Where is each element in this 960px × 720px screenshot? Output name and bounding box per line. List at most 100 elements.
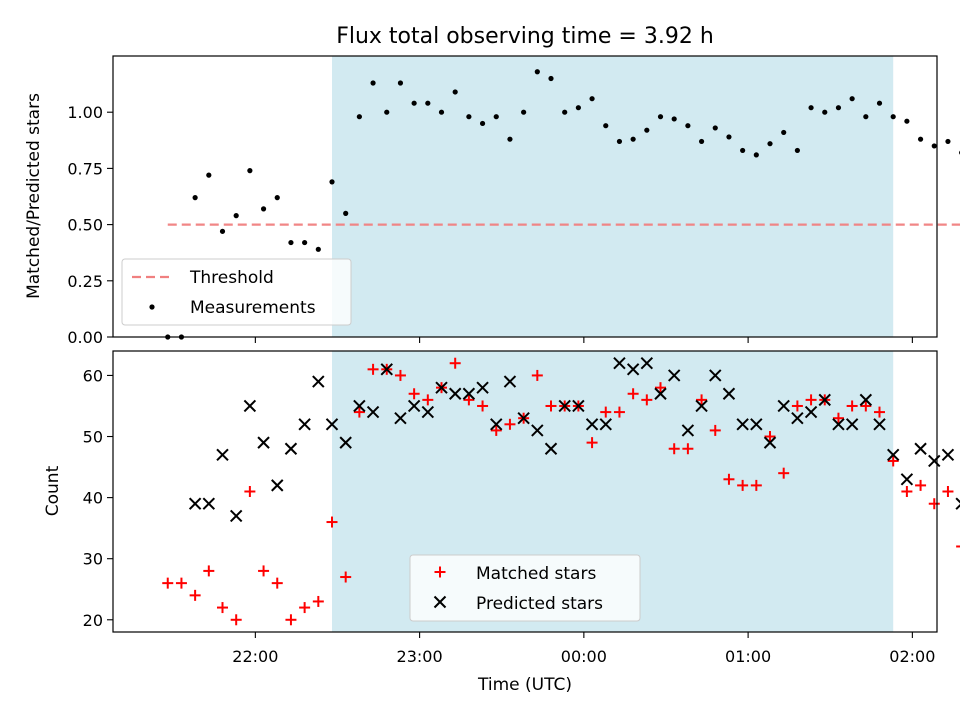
measurement-point [247, 168, 253, 174]
predicted-star-point [845, 418, 859, 431]
predicted-star-point [421, 405, 435, 419]
measurement-point [233, 213, 239, 219]
matched-star-point [805, 394, 817, 406]
measurement-point [575, 105, 581, 111]
bottom-x-ticks: 22:00 23:00 00:00 01:00 02:00 [232, 632, 935, 666]
measurement-point [466, 114, 472, 120]
legend-matched-label: Matched stars [476, 564, 596, 584]
matched-star-point [668, 443, 680, 455]
predicted-star-point [462, 387, 476, 400]
measurement-point [384, 109, 390, 115]
matched-star-point [750, 479, 762, 491]
matched-star-point [408, 388, 420, 400]
y-tick-label: 30 [83, 550, 103, 569]
matched-star-point [737, 479, 749, 491]
predicted-star-point [284, 442, 298, 455]
measurement-point [438, 109, 445, 115]
top-panel: Flux total observing time = 3.92 h 0.000… [24, 24, 960, 347]
predicted-star-point [298, 418, 311, 431]
x-tick-label: 00:00 [561, 647, 607, 666]
predicted-star-point [859, 393, 873, 407]
matched-star-point [490, 424, 502, 436]
top-y-ticks: 0.00 0.25 0.50 0.75 1.00 [67, 103, 113, 347]
predicted-star-point [229, 509, 243, 523]
matched-star-point [682, 443, 694, 455]
predicted-star-point [722, 387, 736, 400]
matched-star-point [203, 565, 215, 577]
measurement-point [657, 114, 664, 120]
matched-star-point [217, 602, 229, 614]
predicted-star-point [804, 405, 818, 419]
measurement-point [698, 138, 705, 145]
matched-stars-points [162, 357, 960, 626]
matched-star-point [312, 595, 324, 607]
matched-star-point [189, 589, 201, 601]
legend-measurements-swatch [149, 304, 155, 310]
measurement-point [589, 96, 595, 102]
measurement-point [781, 129, 787, 136]
matched-star-point [394, 369, 406, 381]
measurement-point [302, 239, 308, 246]
predicted-star-point [490, 418, 503, 431]
matched-star-point [942, 486, 954, 497]
matched-star-point [901, 486, 913, 497]
measurement-point [685, 123, 691, 129]
measurement-point [274, 195, 280, 201]
matched-star-point [175, 577, 187, 589]
predicted-star-point [955, 497, 960, 510]
measurement-point [452, 89, 458, 95]
top-legend-box [121, 258, 352, 326]
matched-star-point [586, 437, 598, 449]
matched-star-point [340, 571, 352, 583]
predicted-star-point [435, 381, 448, 394]
predicted-star-point [777, 399, 790, 413]
predicted-star-point [257, 436, 270, 449]
matched-star-point [696, 394, 708, 406]
predicted-star-point [832, 418, 845, 431]
predicted-star-point [202, 497, 216, 510]
measurement-point [288, 239, 294, 246]
legend-predicted-label: Predicted stars [476, 594, 603, 614]
predicted-star-point [681, 424, 695, 437]
predicted-star-point [750, 418, 763, 431]
matched-star-point [545, 400, 557, 412]
y-tick-label: 20 [83, 611, 103, 630]
predicted-star-point [763, 436, 777, 449]
matched-star-point [531, 369, 543, 381]
matched-star-point [915, 479, 927, 491]
predicted-star-point [599, 418, 612, 431]
predicted-star-point [640, 357, 654, 370]
matched-star-point [846, 400, 858, 412]
matched-star-point [613, 406, 625, 418]
predicted-star-point [517, 411, 530, 425]
measurement-point [808, 105, 814, 111]
measurement-point [603, 123, 609, 129]
matched-star-point [887, 455, 899, 467]
bottom-axes-frame [112, 350, 938, 633]
measurement-points [165, 69, 960, 340]
predicted-star-point [709, 369, 722, 382]
predicted-star-point [818, 393, 831, 407]
measurement-point [794, 147, 800, 154]
predicted-star-point [626, 363, 640, 376]
matched-star-point [353, 406, 365, 418]
predicted-star-point [941, 448, 955, 462]
legend-x-marker [433, 595, 447, 609]
top-y-axis-label: Matched/Predicted stars [24, 93, 44, 299]
predicted-star-point [654, 387, 667, 400]
measurement-point [740, 147, 746, 154]
predicted-star-point [366, 405, 380, 419]
y-tick-label: 40 [83, 489, 103, 508]
measurement-point [548, 75, 554, 82]
predicted-star-point [667, 369, 681, 382]
measurement-point [479, 120, 486, 127]
matched-star-point [641, 394, 653, 406]
measurement-point [493, 114, 499, 120]
matched-star-point [860, 400, 872, 412]
measurement-point [534, 69, 540, 75]
predicted-star-point [886, 448, 900, 462]
matched-star-point [244, 486, 256, 497]
predicted-star-point [243, 399, 257, 413]
predicted-stars-points [188, 357, 960, 523]
